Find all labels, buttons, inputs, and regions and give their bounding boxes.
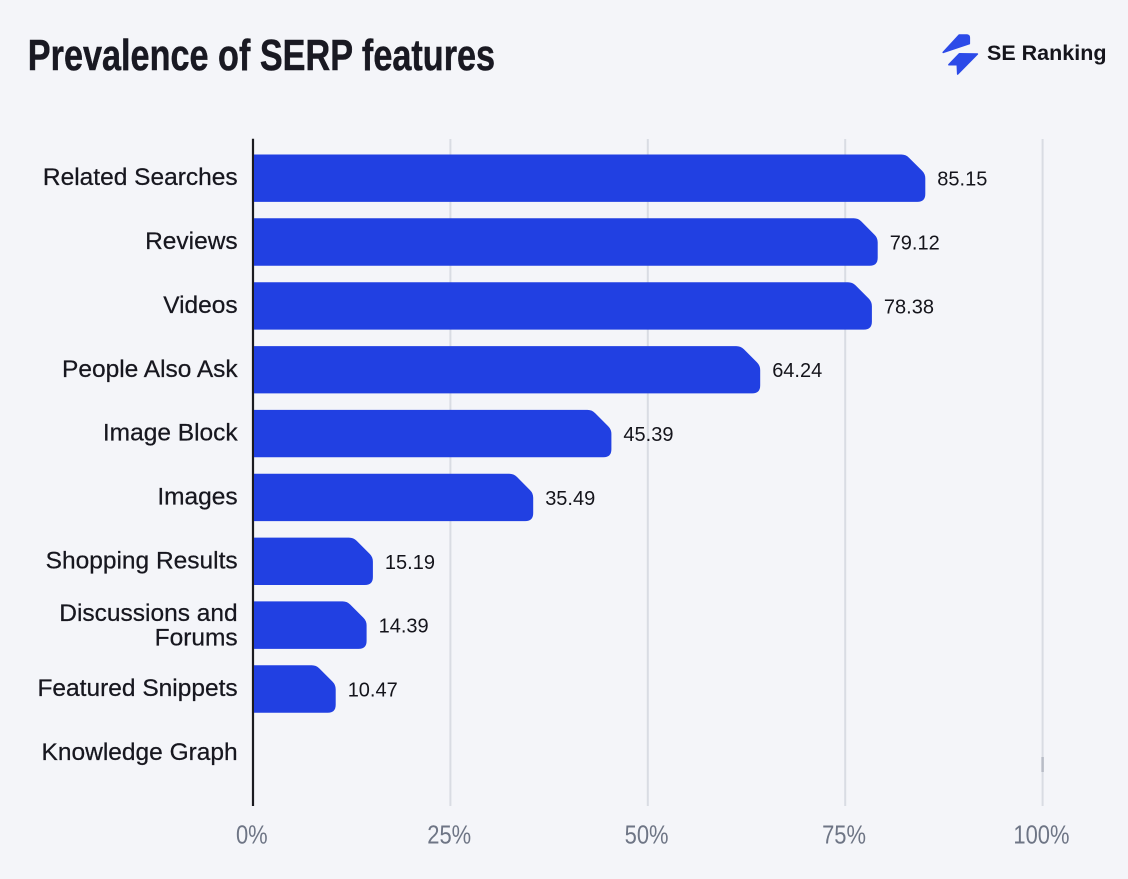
svg-text:Forums: Forums	[155, 624, 238, 651]
svg-text:35.49: 35.49	[545, 488, 595, 510]
svg-text:45.39: 45.39	[623, 424, 673, 446]
svg-text:Images: Images	[157, 483, 237, 510]
svg-text:Featured Snippets: Featured Snippets	[37, 675, 237, 702]
svg-text:85.15: 85.15	[937, 169, 987, 191]
svg-text:78.38: 78.38	[884, 296, 934, 318]
svg-text:75%: 75%	[822, 821, 866, 850]
svg-text:Shopping Results: Shopping Results	[46, 547, 238, 574]
svg-text:0%: 0%	[236, 821, 268, 850]
svg-text:Discussions and: Discussions and	[59, 600, 237, 627]
svg-text:Image Block: Image Block	[103, 420, 239, 447]
svg-text:64.24: 64.24	[772, 360, 822, 382]
svg-text:SE Ranking: SE Ranking	[987, 41, 1106, 65]
svg-text:15.19: 15.19	[385, 552, 435, 574]
svg-text:Videos: Videos	[163, 292, 237, 319]
svg-text:Related Searches: Related Searches	[43, 164, 238, 191]
svg-text:25%: 25%	[427, 821, 471, 850]
svg-text:100%: 100%	[1013, 821, 1069, 850]
svg-text:10.47: 10.47	[348, 680, 398, 702]
svg-text:50%: 50%	[625, 821, 669, 850]
svg-text:Reviews: Reviews	[145, 228, 238, 255]
svg-text:14.39: 14.39	[379, 616, 429, 638]
svg-text:Knowledge Graph: Knowledge Graph	[42, 739, 238, 766]
svg-text:Prevalence of SERP features: Prevalence of SERP features	[28, 31, 495, 80]
svg-text:People Also Ask: People Also Ask	[62, 356, 238, 383]
svg-text:79.12: 79.12	[890, 233, 940, 255]
